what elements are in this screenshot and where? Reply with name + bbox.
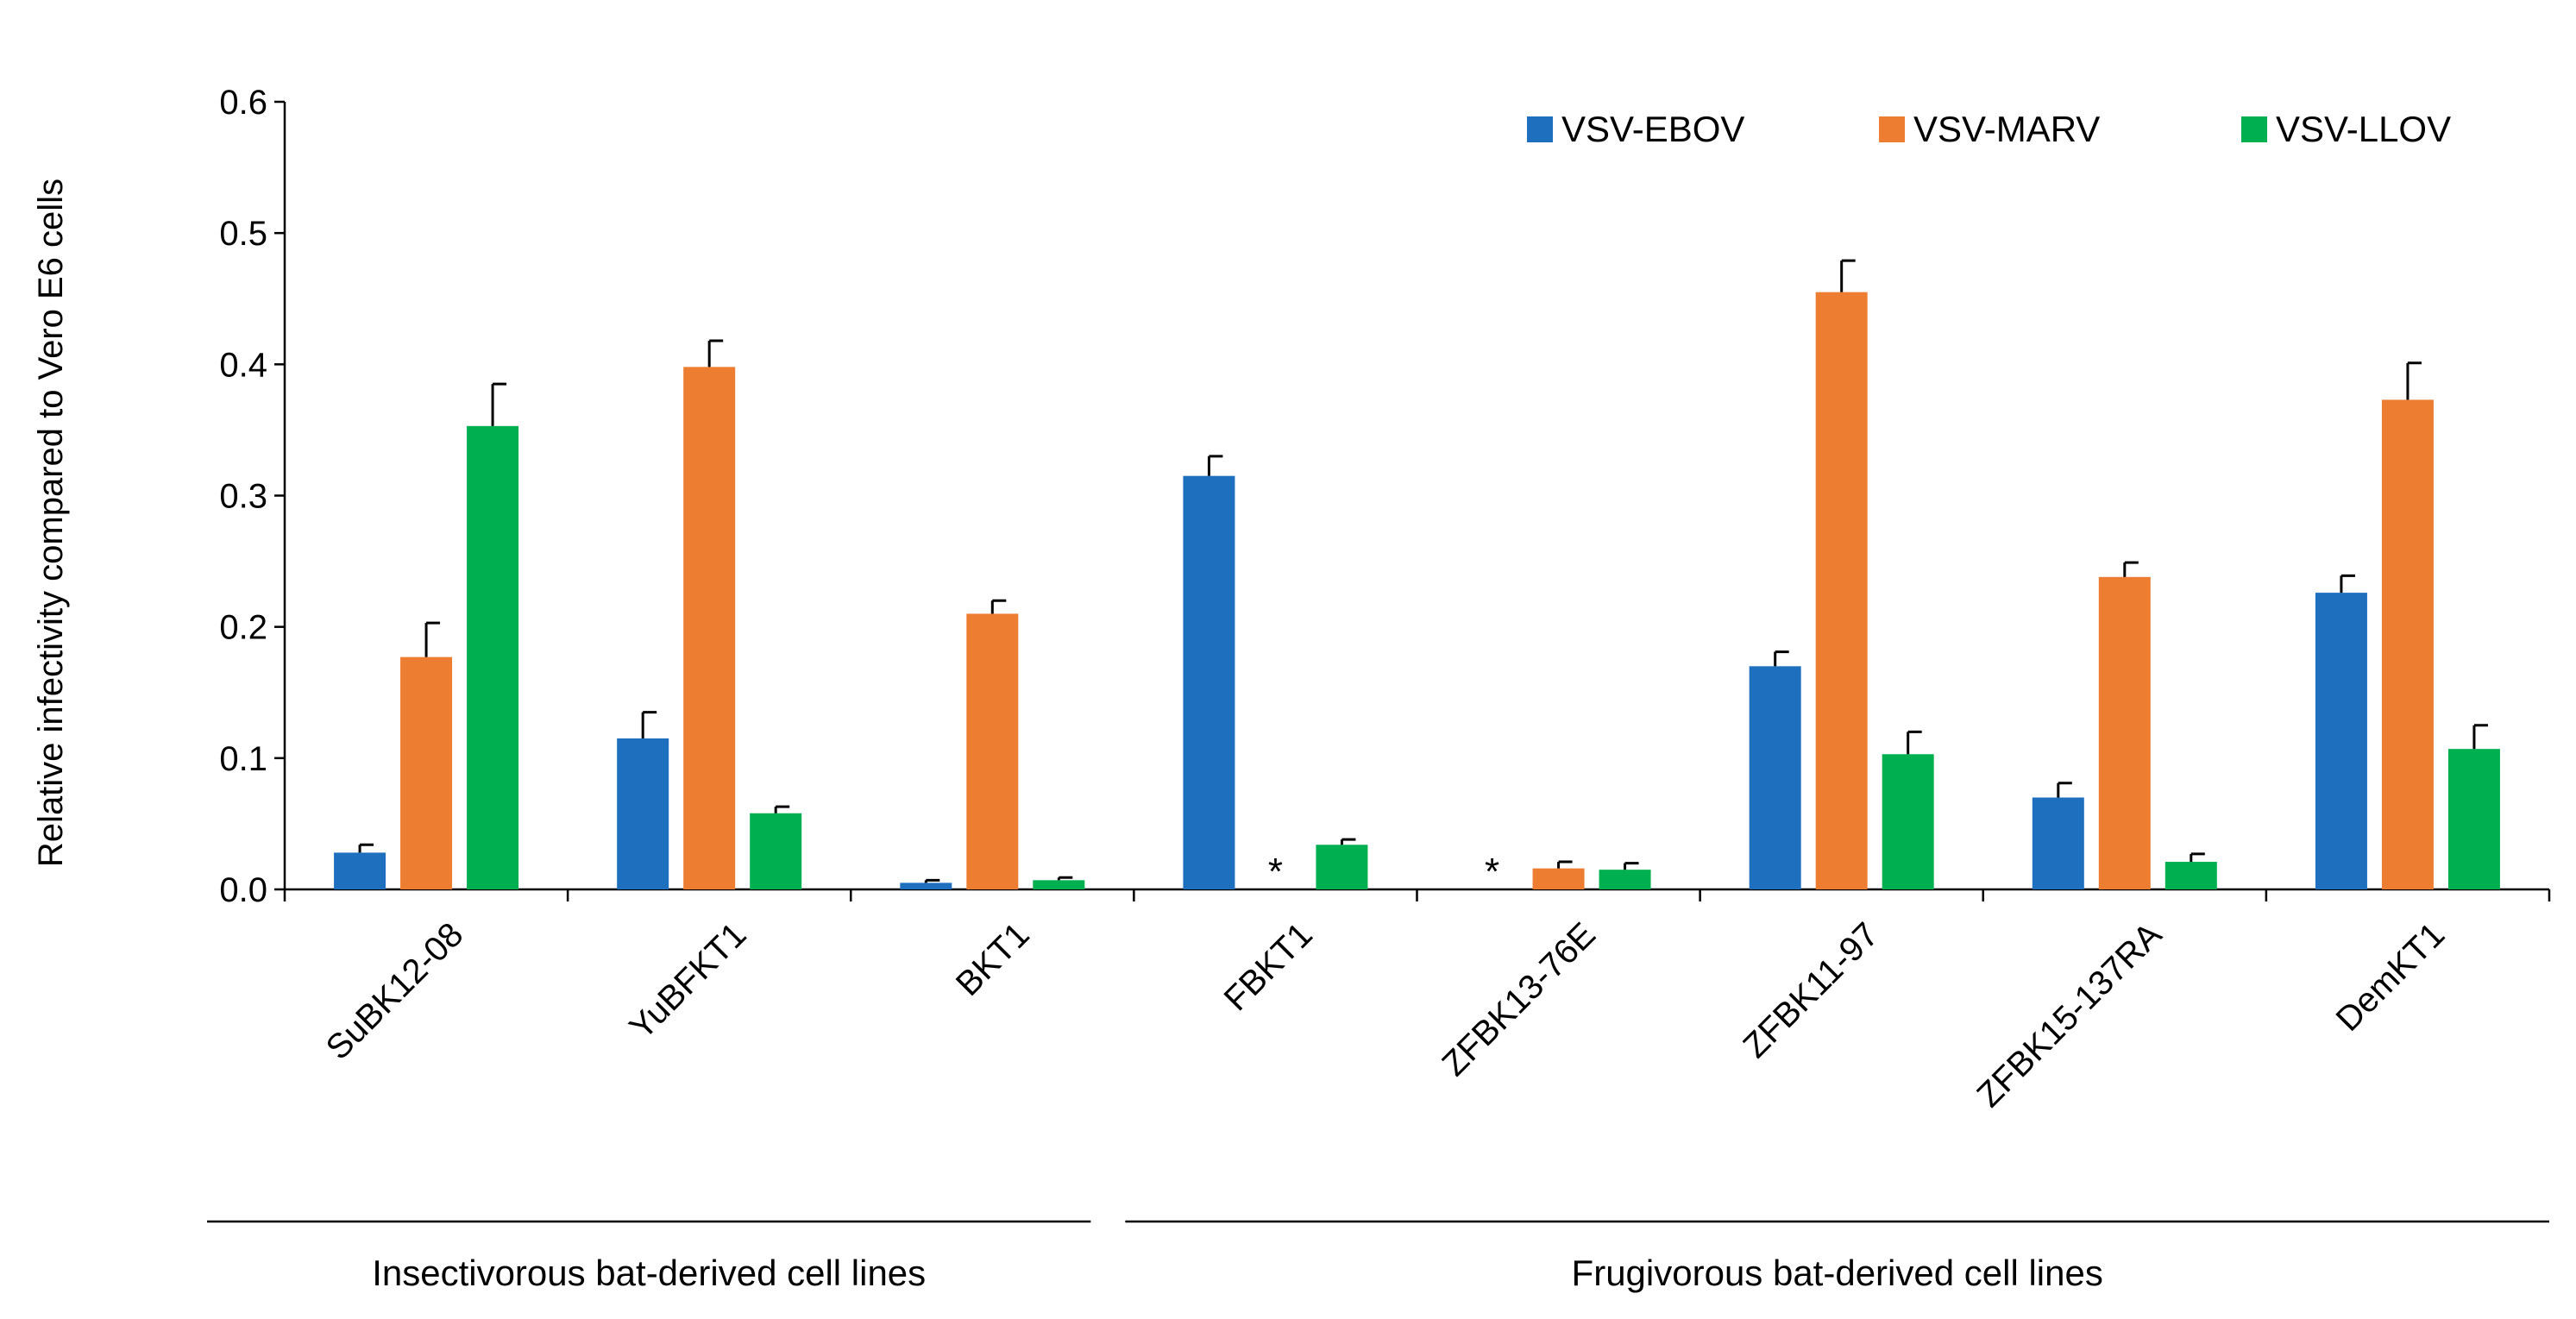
bar-vsv-llov: [467, 425, 519, 889]
legend-label: VSV-MARV: [1913, 109, 2100, 149]
legend-swatch: [1879, 116, 1905, 142]
bar-vsv-ebov: [334, 852, 386, 889]
bar-vsv-marv: [1532, 868, 1585, 889]
group-label: Insectivorous bat-derived cell lines: [372, 1253, 926, 1293]
legend-label: VSV-EBOV: [1561, 109, 1744, 149]
bar-vsv-marv: [966, 613, 1019, 889]
y-tick-label: 0.3: [219, 478, 267, 516]
bar-vsv-marv: [400, 656, 453, 889]
legend: VSV-EBOV VSV-MARV VSV-LLOV: [1527, 109, 2451, 149]
group-label: Frugivorous bat-derived cell lines: [1572, 1253, 2103, 1293]
axes-group: 0.0 0.1 0.2 0.3 0.4 0.5 0.6: [219, 84, 2551, 909]
bar-vsv-llov: [2164, 862, 2217, 889]
y-tick-label: 0.4: [219, 346, 267, 384]
bar-vsv-ebov: [1183, 475, 1235, 889]
y-tick-label: 0.0: [219, 871, 267, 909]
bar-vsv-marv: [1815, 292, 1868, 889]
bar-vsv-llov: [1882, 754, 1934, 889]
bar-vsv-ebov: [900, 882, 952, 889]
bar-vsv-ebov: [2032, 797, 2084, 889]
bar-vsv-ebov: [2315, 593, 2367, 889]
bar-vsv-llov: [1599, 870, 1651, 889]
bar-vsv-ebov: [1749, 666, 1801, 889]
bar-vsv-marv: [683, 367, 736, 889]
bar-vsv-ebov: [617, 738, 669, 889]
annotation-asterisk: *: [1268, 851, 1283, 893]
bar-vsv-llov: [1033, 880, 1085, 889]
annotation-asterisk: *: [1485, 851, 1499, 893]
category-label: DemKT1: [2329, 915, 2453, 1039]
bar-vsv-marv: [2098, 576, 2151, 889]
category-label: SuBK12-08: [319, 915, 471, 1067]
bar-vsv-llov: [2447, 749, 2500, 889]
y-tick-label: 0.6: [219, 84, 267, 122]
legend-label: VSV-LLOV: [2276, 109, 2451, 149]
category-label: ZFBK11-97: [1736, 915, 1886, 1065]
bar-vsv-llov: [1316, 845, 1368, 889]
category-label: ZFBK15-137RA: [1970, 915, 2169, 1115]
y-axis-label: Relative infectivity compared to Vero E6…: [32, 179, 70, 867]
category-label: BKT1: [949, 915, 1037, 1003]
y-tick-label: 0.1: [219, 740, 267, 778]
bar-vsv-llov: [750, 813, 802, 889]
group-brackets: Insectivorous bat-derived cell lines Frug…: [207, 1220, 2549, 1293]
legend-swatch: [1527, 116, 1553, 142]
y-tick-label: 0.5: [219, 215, 267, 253]
legend-swatch: [2241, 116, 2267, 142]
category-label: YuBFKT1: [622, 915, 753, 1046]
category-label: FBKT1: [1217, 915, 1320, 1018]
y-tick-label: 0.2: [219, 609, 267, 647]
bars-group: [334, 259, 2500, 889]
bar-vsv-marv: [2381, 399, 2434, 889]
category-label: ZFBK13-76E: [1435, 915, 1603, 1083]
